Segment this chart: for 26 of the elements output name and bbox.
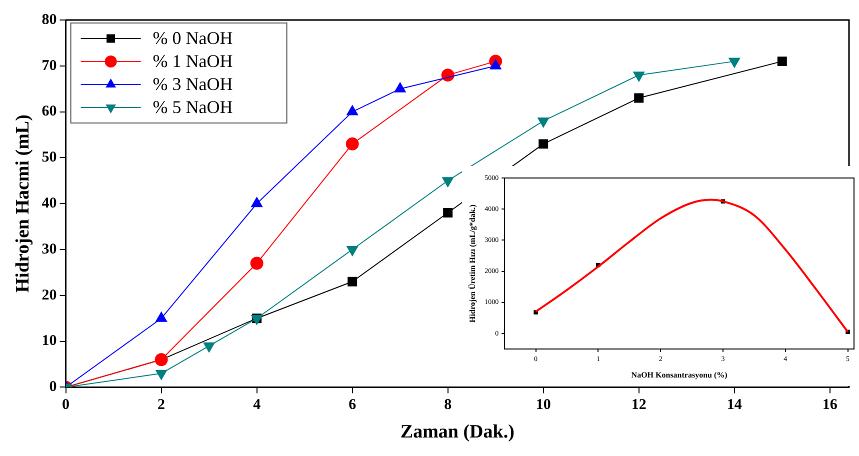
y-tick-label: 60 bbox=[42, 104, 57, 120]
x-tick-label: 0 bbox=[62, 397, 70, 414]
y-axis-title: Hidrojen Üretim Hızı (mL/g*dak.) bbox=[468, 204, 477, 322]
x-tick-label: 10 bbox=[536, 397, 551, 414]
legend-label: % 1 NaOH bbox=[152, 51, 233, 72]
x-tick-label: 4 bbox=[253, 397, 262, 414]
y-tick-label: 20 bbox=[42, 287, 57, 304]
x-axis-title: NaOH Konsantrasyonu (%) bbox=[631, 370, 728, 380]
y-tick-label: 0 bbox=[49, 379, 57, 396]
y-tick-label: 50 bbox=[42, 150, 57, 166]
x-axis-title: Zaman (Dak.) bbox=[400, 422, 514, 443]
x-tick-label: 6 bbox=[348, 397, 357, 414]
y-tick-label: 70 bbox=[42, 58, 57, 74]
legend-label: % 0 NaOH bbox=[152, 28, 233, 48]
x-tick-label: 12 bbox=[631, 397, 646, 414]
y-tick-label: 10 bbox=[42, 333, 57, 350]
x-tick-label: 16 bbox=[822, 397, 838, 414]
y-tick-label: 40 bbox=[42, 195, 57, 212]
x-tick-label: 14 bbox=[726, 397, 742, 414]
x-tick-label: 2 bbox=[158, 397, 166, 414]
legend-label: % 3 NaOH bbox=[152, 74, 233, 94]
y-axis-title: Hidrojen Hacmi (mL) bbox=[12, 114, 34, 293]
y-tick-label: 30 bbox=[42, 241, 57, 258]
y-tick-label: 80 bbox=[42, 12, 57, 28]
legend-label: % 5 NaOH bbox=[152, 97, 233, 118]
x-tick-label: 8 bbox=[444, 397, 452, 414]
